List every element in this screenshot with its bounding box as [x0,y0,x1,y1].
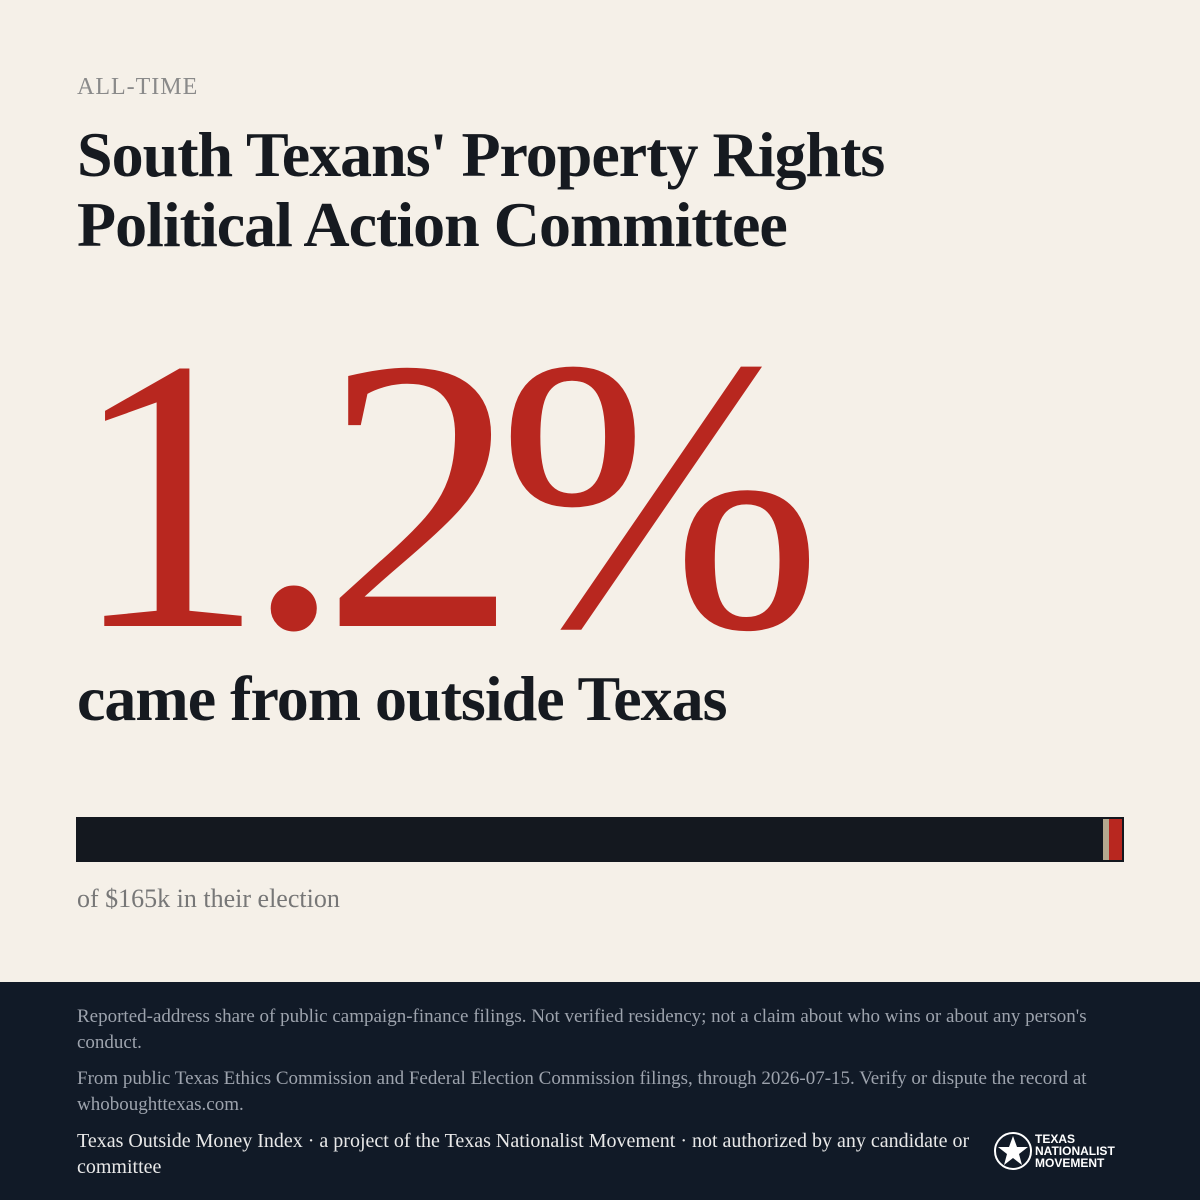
eyebrow: ALL-TIME [77,74,199,100]
credit: Texas Outside Money Index · a project of… [77,1130,970,1178]
source: From public Texas Ethics Commission and … [77,1068,1087,1115]
logo-line: NATIONALIST [1035,1144,1115,1158]
total-note: of $165k in their election [77,884,340,913]
stat-caption: came from outside Texas [77,663,728,734]
logo-line: TEXAS [1035,1132,1076,1146]
outside-share [1109,819,1122,860]
title: South Texans' Property Rights Political … [77,119,885,260]
logo-line: MOVEMENT [1035,1156,1105,1170]
stat-value: 1.2% [70,279,822,711]
bar-separator [1103,819,1110,860]
logo-emblem [994,1132,1032,1170]
logo: TEXAS NATIONALIST MOVEMENT [993,1130,1128,1174]
share-bar [76,817,1124,862]
logo-text: TEXAS NATIONALIST MOVEMENT [1035,1133,1115,1169]
disclaimer: Reported-address share of public campaig… [77,1006,1087,1053]
